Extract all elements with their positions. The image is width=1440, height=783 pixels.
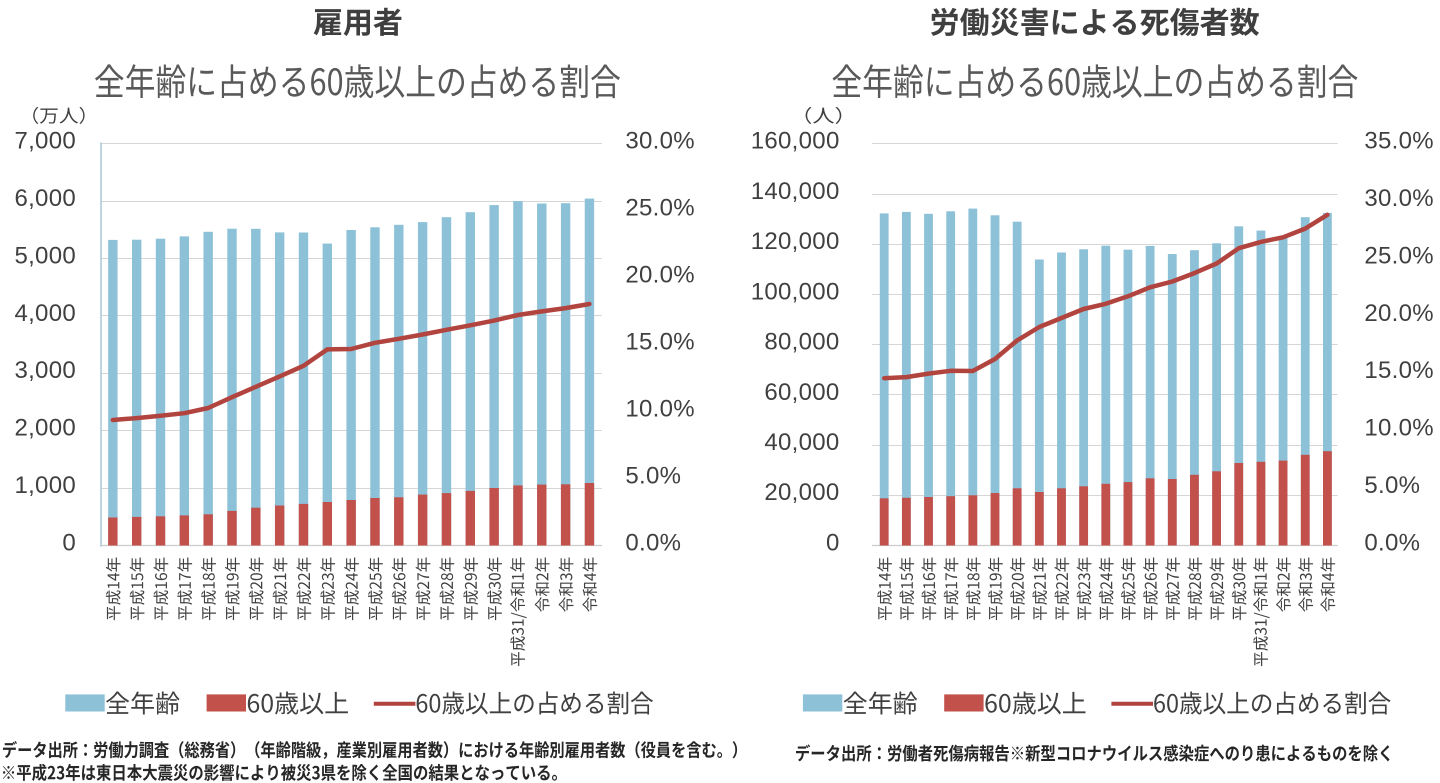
svg-text:25.0%: 25.0%	[625, 195, 695, 222]
svg-text:5.0%: 5.0%	[625, 462, 681, 489]
svg-text:4,000: 4,000	[14, 300, 76, 327]
svg-text:10.0%: 10.0%	[625, 396, 695, 423]
svg-text:10.0%: 10.0%	[1364, 415, 1434, 442]
svg-text:140,000: 140,000	[751, 178, 840, 205]
svg-text:160,000: 160,000	[751, 128, 840, 155]
svg-text:0.0%: 0.0%	[625, 529, 681, 556]
svg-text:5.0%: 5.0%	[1364, 472, 1420, 499]
svg-text:0.0%: 0.0%	[1364, 529, 1420, 556]
svg-text:25.0%: 25.0%	[1364, 243, 1434, 270]
svg-text:1,000: 1,000	[14, 472, 76, 499]
svg-text:30.0%: 30.0%	[1364, 185, 1434, 212]
svg-text:6,000: 6,000	[14, 185, 76, 212]
svg-text:3,000: 3,000	[14, 357, 76, 384]
svg-text:20.0%: 20.0%	[1364, 300, 1434, 327]
svg-text:2,000: 2,000	[14, 415, 76, 442]
svg-text:7,000: 7,000	[14, 128, 76, 155]
svg-text:120,000: 120,000	[751, 228, 840, 255]
svg-text:0: 0	[62, 529, 76, 556]
svg-text:0: 0	[826, 529, 840, 556]
svg-text:20,000: 20,000	[764, 479, 839, 506]
svg-text:60,000: 60,000	[764, 379, 839, 406]
svg-text:30.0%: 30.0%	[625, 128, 695, 155]
svg-text:15.0%: 15.0%	[625, 329, 695, 356]
svg-text:100,000: 100,000	[751, 278, 840, 305]
svg-text:5,000: 5,000	[14, 243, 76, 270]
svg-text:40,000: 40,000	[764, 429, 839, 456]
svg-text:80,000: 80,000	[764, 329, 839, 356]
svg-text:20.0%: 20.0%	[625, 262, 695, 289]
svg-text:35.0%: 35.0%	[1364, 128, 1434, 155]
svg-text:15.0%: 15.0%	[1364, 357, 1434, 384]
